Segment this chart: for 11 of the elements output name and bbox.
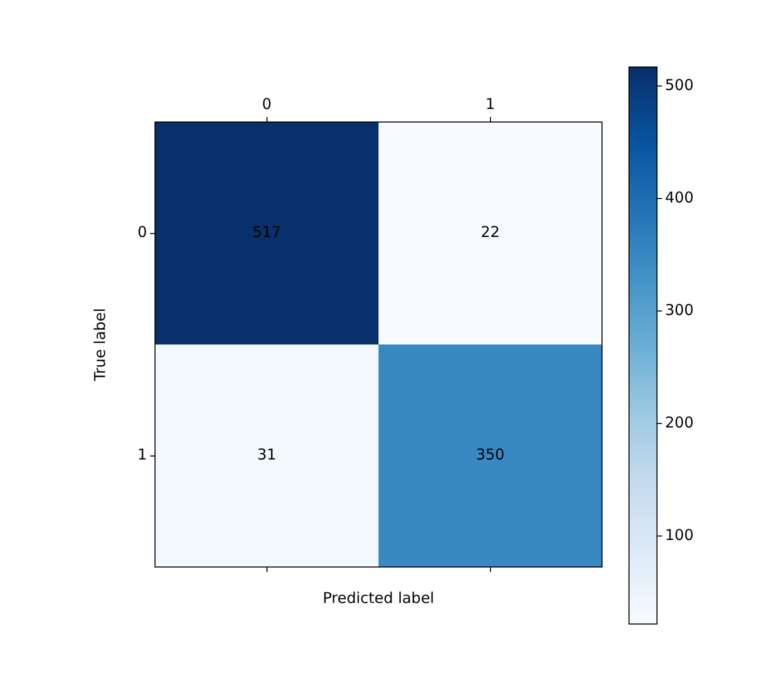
data-label: 22 — [480, 223, 500, 242]
data-label: 350 — [476, 446, 505, 464]
color-bar-label: 300 — [665, 301, 694, 320]
color-bar-label: 500 — [665, 76, 694, 94]
color-bar-label: 400 — [665, 188, 694, 207]
data-label: 31 — [257, 446, 276, 464]
color-bar-label: 100 — [665, 526, 694, 544]
color-bar-label: 200 — [665, 414, 694, 432]
x-axis-title: Predicted label — [322, 588, 434, 607]
y-axis-title: True label — [90, 308, 109, 382]
data-label: 517 — [252, 223, 282, 242]
